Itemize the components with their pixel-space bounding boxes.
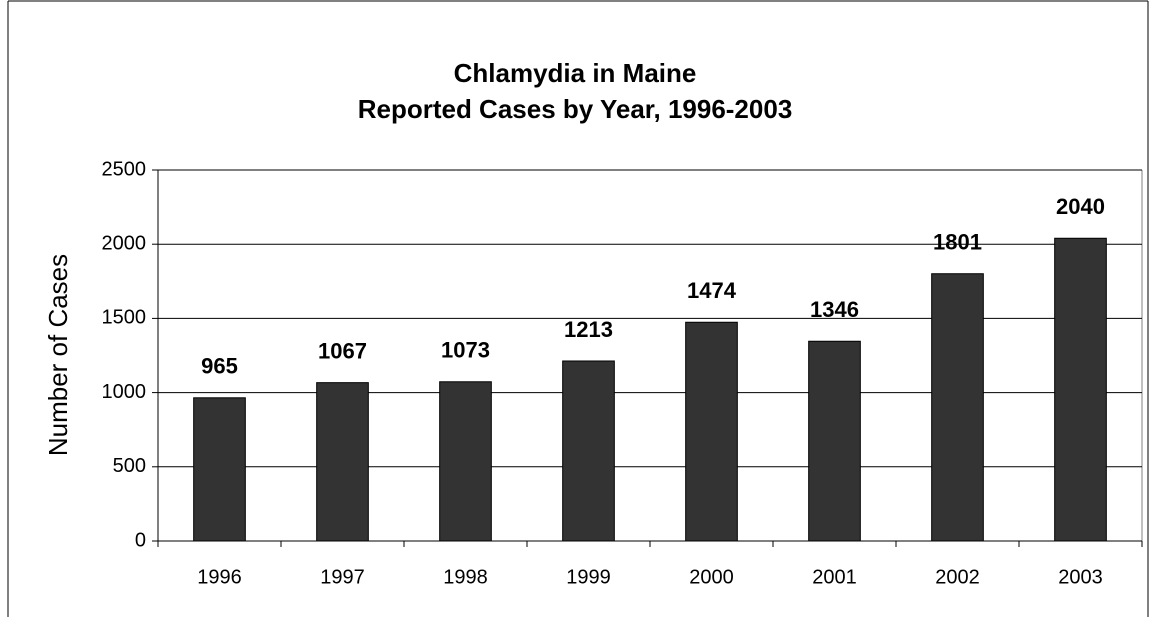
bar	[439, 381, 492, 542]
x-tick-label: 2000	[689, 566, 734, 588]
chart-subtitle: Reported Cases by Year, 1996-2003	[358, 94, 793, 124]
y-tick-label: 2500	[102, 158, 147, 180]
y-tick-label: 1500	[102, 307, 147, 329]
chart-title: Chlamydia in Maine	[454, 58, 697, 88]
y-tick-label: 2000	[102, 232, 147, 254]
bar	[1054, 237, 1107, 542]
x-tick-label: 1996	[197, 566, 242, 588]
bar	[685, 321, 738, 542]
y-axis-label: Number of Cases	[43, 254, 73, 456]
x-tick-label: 2002	[935, 566, 980, 588]
bar	[193, 397, 246, 542]
bar	[931, 273, 984, 542]
data-label: 1346	[810, 297, 859, 322]
data-label: 1213	[564, 317, 613, 342]
x-tick-label: 2001	[812, 566, 857, 588]
data-label: 2040	[1056, 194, 1105, 219]
bar	[808, 340, 861, 542]
data-label: 1474	[687, 278, 737, 303]
y-tick-label: 0	[135, 529, 146, 551]
x-tick-label: 1998	[443, 566, 488, 588]
data-label: 965	[201, 354, 238, 379]
data-label: 1073	[441, 338, 490, 363]
x-tick-label: 2003	[1058, 566, 1103, 588]
data-label: 1067	[318, 338, 367, 363]
x-tick-label: 1997	[320, 566, 365, 588]
bar	[316, 382, 369, 542]
y-tick-label: 1000	[102, 381, 147, 403]
data-label: 1801	[933, 230, 982, 255]
x-tick-label: 1999	[566, 566, 611, 588]
y-tick-label: 500	[113, 455, 146, 477]
bar	[562, 360, 615, 542]
